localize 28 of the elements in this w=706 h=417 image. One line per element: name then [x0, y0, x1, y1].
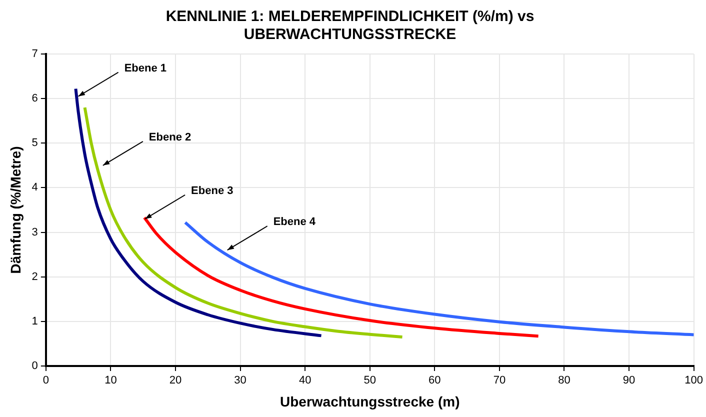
y-tick-label: 0: [32, 360, 38, 372]
y-tick-label: 5: [32, 137, 38, 150]
annotation: Ebene 1: [124, 62, 166, 74]
y-tick-label: 2: [32, 270, 38, 283]
x-tick-label: 100: [684, 374, 704, 387]
x-tick-label: 0: [42, 374, 49, 387]
y-tick-label: 1: [32, 315, 38, 328]
x-tick-label: 60: [428, 374, 441, 387]
line-series: [74, 87, 323, 338]
x-tick-label: 40: [298, 374, 312, 387]
x-tick-label: 20: [169, 374, 182, 387]
annotation: Ebene 3: [191, 184, 234, 197]
x-axis-title: Uberwachtungsstrecke (m): [280, 393, 460, 410]
y-tick-label: 3: [32, 226, 38, 238]
line-series: [83, 106, 404, 339]
y-tick-label: 7: [32, 48, 38, 60]
chart-title: KENNLINIE 1: MELDEREMPFINDLICHKEIT (%/m) vs UBERWACHTUNGSSTRECKE: [166, 8, 534, 44]
annotation: Ebene 4: [273, 216, 316, 228]
y-tick-label: 6: [32, 92, 38, 105]
x-tick-label: 30: [234, 374, 246, 387]
x-tick-label: 50: [364, 374, 376, 387]
y-axis-title: Dämfung (%/Metre): [7, 146, 24, 274]
x-tick-label: 80: [558, 374, 570, 387]
y-tick-label: 4: [32, 182, 38, 194]
x-tick-label: 70: [493, 374, 506, 387]
annotation: Ebene 2: [148, 131, 192, 144]
x-tick-label: 90: [622, 374, 636, 387]
x-tick-label: 10: [104, 374, 117, 387]
